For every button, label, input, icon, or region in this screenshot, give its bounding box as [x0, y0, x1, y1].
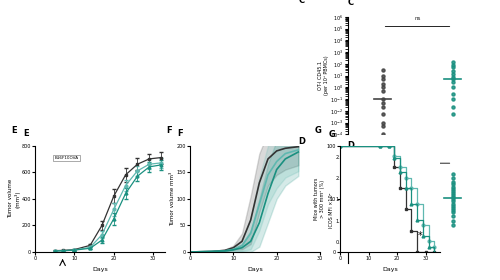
Point	[448, 206, 456, 210]
Point	[378, 199, 386, 204]
Point	[378, 77, 386, 81]
Point	[378, 214, 386, 219]
Point	[448, 91, 456, 96]
Text: E: E	[12, 126, 17, 135]
Point	[378, 195, 386, 199]
Point	[448, 65, 456, 70]
Point	[448, 176, 456, 180]
Point	[448, 189, 456, 193]
Point	[378, 218, 386, 223]
Text: F: F	[177, 129, 182, 138]
Point	[378, 208, 386, 212]
Text: ns: ns	[414, 16, 420, 21]
Point	[448, 74, 456, 79]
Point	[448, 69, 456, 73]
Point	[378, 231, 386, 236]
Point	[448, 180, 456, 185]
Y-axis label: Mice with tumors
> 300 mm³ (%): Mice with tumors > 300 mm³ (%)	[314, 178, 325, 220]
Text: G: G	[328, 130, 336, 139]
Text: B16F10OVA: B16F10OVA	[54, 156, 79, 160]
Point	[378, 89, 386, 93]
Point	[448, 182, 456, 187]
Point	[378, 180, 386, 185]
Text: *: *	[416, 156, 419, 162]
Point	[448, 85, 456, 90]
Text: F: F	[166, 126, 172, 135]
Point	[378, 189, 386, 193]
Point	[378, 201, 386, 206]
Point	[448, 112, 456, 117]
Y-axis label: Tumor volume mm³: Tumor volume mm³	[170, 172, 175, 226]
Y-axis label: Tumor volume
(mm³): Tumor volume (mm³)	[8, 179, 20, 218]
Point	[448, 172, 456, 176]
Point	[378, 210, 386, 214]
Text: G: G	[315, 126, 322, 135]
Point	[448, 105, 456, 109]
Y-axis label: OT-I CD45.1
(per 10⁵ PBMCs): OT-I CD45.1 (per 10⁵ PBMCs)	[318, 56, 329, 95]
Point	[448, 97, 456, 101]
Point	[378, 212, 386, 216]
Point	[448, 208, 456, 212]
Point	[378, 206, 386, 210]
Text: *: *	[418, 231, 422, 241]
Y-axis label: ICOS MFI ×10²: ICOS MFI ×10²	[329, 192, 334, 228]
Point	[378, 204, 386, 208]
Point	[448, 201, 456, 206]
Point	[448, 80, 456, 84]
Point	[378, 73, 386, 78]
Point	[378, 124, 386, 129]
Point	[378, 120, 386, 125]
Text: D: D	[348, 141, 354, 150]
Point	[448, 186, 456, 191]
Point	[448, 184, 456, 189]
Point	[448, 71, 456, 76]
Point	[448, 193, 456, 197]
Point	[378, 184, 386, 189]
X-axis label: Days: Days	[92, 267, 108, 272]
Point	[378, 193, 386, 197]
Point	[378, 191, 386, 195]
Point	[448, 214, 456, 219]
Point	[378, 105, 386, 109]
Text: E: E	[23, 129, 29, 138]
X-axis label: Days: Days	[382, 267, 398, 272]
Point	[448, 197, 456, 202]
Point	[378, 223, 386, 227]
Point	[378, 97, 386, 101]
Point	[448, 195, 456, 199]
Point	[448, 60, 456, 64]
Text: D: D	[298, 137, 306, 146]
Point	[378, 216, 386, 221]
Point	[448, 223, 456, 227]
Point	[378, 112, 386, 117]
Text: C: C	[348, 0, 354, 7]
Point	[378, 132, 386, 137]
Point	[448, 191, 456, 195]
Point	[448, 199, 456, 204]
Point	[378, 197, 386, 202]
Point	[448, 63, 456, 67]
X-axis label: Days: Days	[247, 267, 263, 272]
Point	[378, 227, 386, 231]
Point	[448, 210, 456, 214]
Text: C: C	[298, 0, 304, 5]
Point	[378, 81, 386, 86]
Point	[378, 68, 386, 72]
Point	[448, 204, 456, 208]
Point	[448, 77, 456, 81]
Point	[378, 85, 386, 90]
Point	[448, 218, 456, 223]
Point	[378, 101, 386, 105]
